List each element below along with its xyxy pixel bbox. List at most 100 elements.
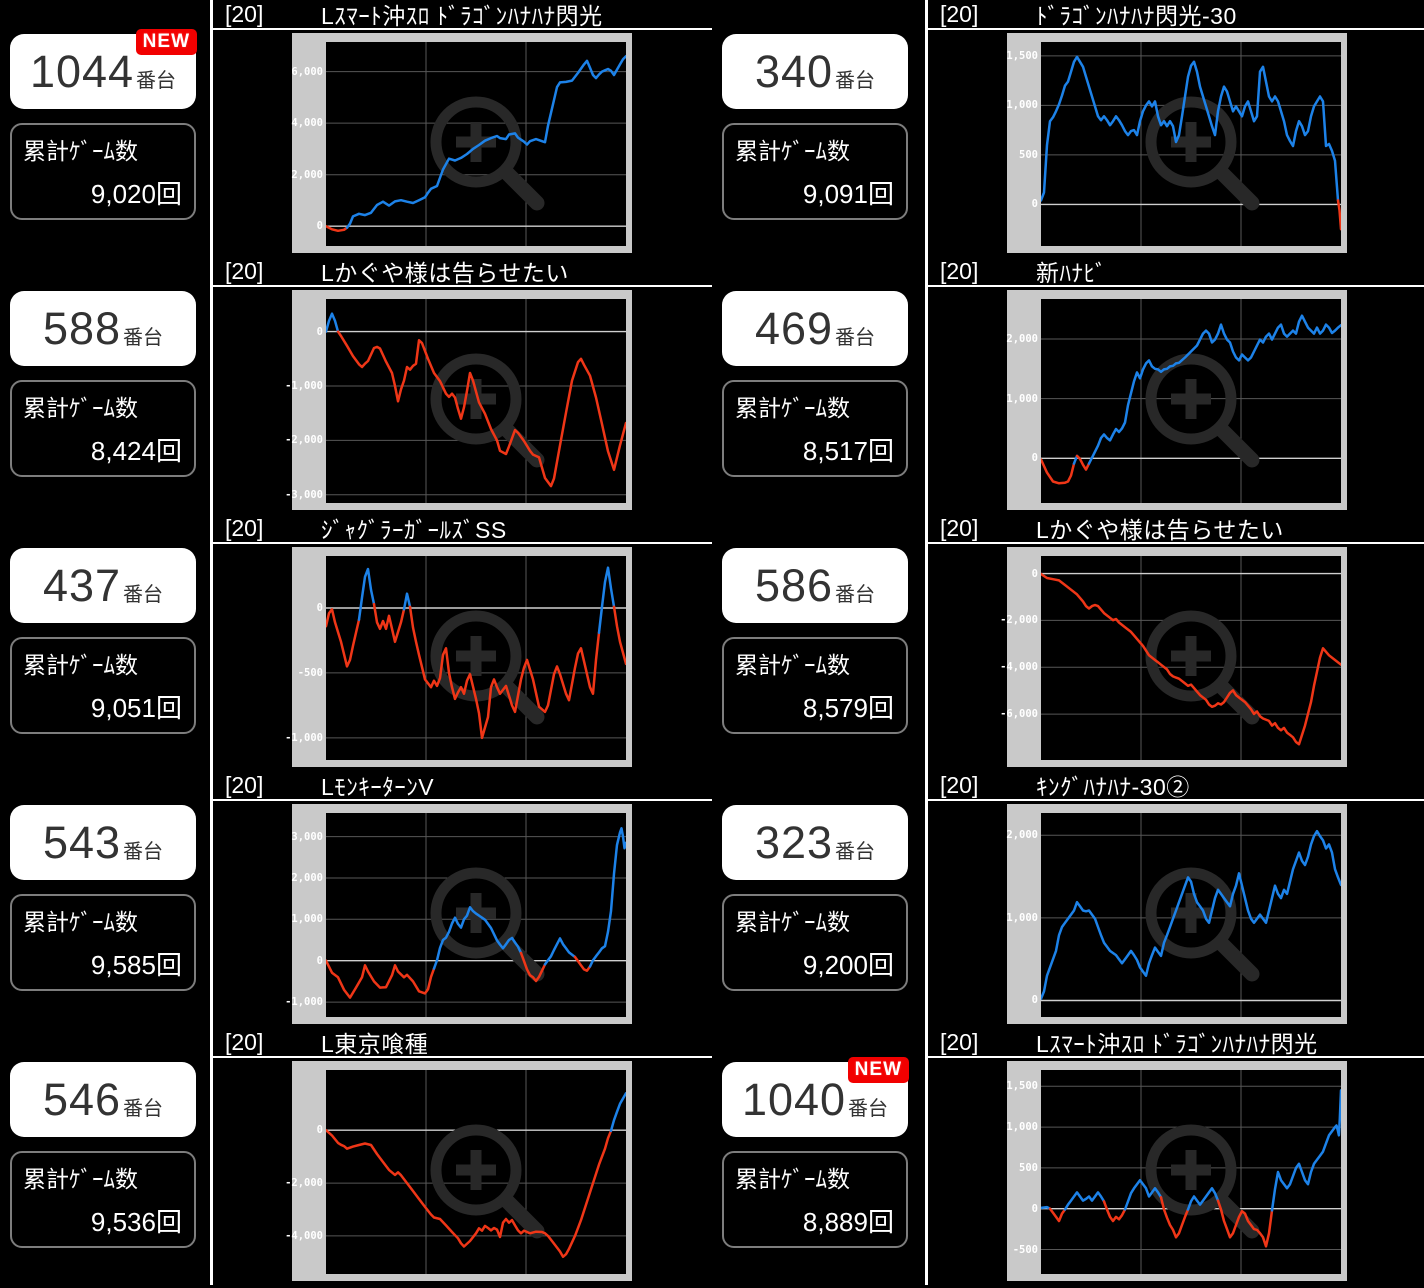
machine-number-suffix: 番台 [136,70,177,92]
machine-info-panel: NEW 543 番台 累計ｹﾞｰﾑ数 9,585回 [0,771,210,1028]
y-axis-tick-label: 2,000 [291,871,323,884]
machine-number-suffix: 番台 [123,584,164,606]
machine-number-card[interactable]: NEW 543 番台 [10,805,196,880]
machine-title: Lｽﾏｰﾄ沖ｽﾛ ﾄﾞﾗｺﾞﾝﾊﾅﾊﾅ閃光 [321,3,603,29]
slump-graph-panel: 1,500 1,000 500 0 -500 [1006,1061,1347,1281]
chart-header: [20] 新ﾊﾅﾋﾞ [928,257,1424,287]
y-axis-tick-label: 4,000 [291,117,323,130]
total-games-unit: 回 [155,1207,182,1237]
y-axis-tick-label: -1,000 [285,380,323,393]
machine-chart-section: [20] ｷﾝｸﾞﾊﾅﾊﾅ-30② 2,000 1,000 0 [925,771,1424,1028]
y-axis-tick-label: 1,500 [1006,49,1038,62]
slump-graph[interactable]: 1,500 1,000 500 0 -500 [928,1061,1424,1288]
y-axis-tick-label: -500 [1012,1243,1038,1256]
machine-number-card[interactable]: NEW 437 番台 [10,548,196,623]
slump-graph[interactable]: 2,000 1,000 0 [928,804,1424,1031]
total-games-card: 累計ｹﾞｰﾑ数 9,200回 [722,894,908,991]
total-games-card: 累計ｹﾞｰﾑ数 9,020回 [10,123,196,220]
y-axis-tick-label: -4,000 [285,1229,323,1242]
machine-number-card[interactable]: NEW 323 番台 [722,805,908,880]
magnifier-watermark-icon [430,353,545,468]
slump-graph-panel: 1,500 1,000 500 0 [1006,33,1347,253]
slump-graph[interactable]: 0 -2,000 -4,000 -6,000 [928,547,1424,774]
total-games-number: 9,051 [90,693,156,723]
y-axis-tick-label: -3,000 [285,488,323,501]
y-axis-tick-label: 0 [1031,567,1038,580]
new-badge: NEW [135,29,197,55]
history-count-label: [20] [940,514,979,541]
machine-number-card[interactable]: NEW 588 番台 [10,291,196,366]
total-games-card: 累計ｹﾞｰﾑ数 9,585回 [10,894,196,991]
magnifier-watermark-icon [1145,96,1260,211]
total-games-value: 8,517回 [803,431,894,468]
machine-number-card[interactable]: NEW 1044 番台 [10,29,197,109]
machine-info-panel: NEW 586 番台 累計ｹﾞｰﾑ数 8,579回 [712,514,925,771]
chart-header: [20] Lかぐや様は告らせたい [928,514,1424,544]
slump-graph-plot [326,1070,626,1274]
magnifier-watermark-icon [1145,867,1260,982]
slump-graph-plot [1041,1070,1341,1274]
slump-chart-svg [1041,813,1341,1017]
slump-graph[interactable]: 1,500 1,000 500 0 [928,33,1424,260]
machine-info-panel: NEW 1044 番台 累計ｹﾞｰﾑ数 9,020回 [0,0,210,257]
history-count-label: [20] [225,257,264,284]
total-games-card: 累計ｹﾞｰﾑ数 9,536回 [10,1151,196,1248]
slump-graph-plot [326,299,626,503]
slump-graph-plot [326,556,626,760]
slump-graph-panel: 0 -500 -1,000 [285,547,632,767]
total-games-label: 累計ｹﾞｰﾑ数 [23,395,138,421]
total-games-label: 累計ｹﾞｰﾑ数 [735,138,850,164]
chart-header: [20] L東京喰種 [213,1028,712,1058]
slump-chart-svg [1041,1070,1341,1274]
y-axis-tick-label: -1,000 [285,731,323,744]
slump-graph-plot [326,42,626,246]
machine-number-card[interactable]: NEW 546 番台 [10,1062,196,1137]
total-games-label: 累計ｹﾞｰﾑ数 [735,1166,850,1192]
slump-graph-panel: 6,000 4,000 2,000 0 [291,33,632,253]
y-axis-tick-label: 3,000 [291,830,323,843]
total-games-label: 累計ｹﾞｰﾑ数 [23,138,138,164]
slump-graph-plot [1041,813,1341,1017]
machine-number-card[interactable]: NEW 1040 番台 [722,1057,909,1137]
machine-chart-section: [20] ﾄﾞﾗｺﾞﾝﾊﾅﾊﾅ閃光-30 1,500 1,000 500 0 [925,0,1424,257]
total-games-value: 9,091回 [803,174,894,211]
y-axis-tick-label: 0 [316,954,323,967]
y-axis-tick-label: -6,000 [1000,708,1038,721]
slump-graph[interactable]: 3,000 2,000 1,000 0 -1,000 [213,804,712,1031]
y-axis-tick-label: -2,000 [285,1177,323,1190]
total-games-value: 9,051回 [91,688,182,725]
total-games-unit: 回 [867,179,894,209]
machine-number-suffix: 番台 [835,327,876,349]
total-games-number: 9,585 [90,950,156,980]
slump-graph[interactable]: 2,000 1,000 0 [928,290,1424,517]
slump-chart-svg [1041,556,1341,760]
machine-info-panel: NEW 1040 番台 累計ｹﾞｰﾑ数 8,889回 [712,1028,925,1285]
chart-header: [20] ｼﾞｬｸﾞﾗｰｶﾞｰﾙｽﾞSS [213,514,712,544]
total-games-number: 8,517 [802,436,868,466]
machine-number-card[interactable]: NEW 469 番台 [722,291,908,366]
total-games-value: 9,536回 [91,1202,182,1239]
machine-number-card[interactable]: NEW 586 番台 [722,548,908,623]
total-games-number: 9,091 [802,179,868,209]
slump-graph[interactable]: 0 -2,000 -4,000 [213,1061,712,1288]
history-count-label: [20] [225,771,264,798]
machine-number-card[interactable]: NEW 340 番台 [722,34,908,109]
slump-graph[interactable]: 0 -1,000 -2,000 -3,000 [213,290,712,517]
total-games-number: 8,579 [802,693,868,723]
slump-graph-plot [326,813,626,1017]
y-axis-tick-label: -500 [297,666,323,679]
total-games-unit: 回 [867,693,894,723]
slump-chart-svg [1041,299,1341,503]
history-count-label: [20] [940,257,979,284]
total-games-label: 累計ｹﾞｰﾑ数 [735,909,850,935]
machine-chart-section: [20] LﾓﾝｷｰﾀｰﾝV 3,000 2,000 1,000 0 -1,000 [210,771,712,1028]
total-games-value: 9,020回 [91,174,182,211]
y-axis-tick-label: 1,000 [291,913,323,926]
y-axis-tick-label: 1,000 [1006,911,1038,924]
y-axis-tick-label: 1,000 [1006,99,1038,112]
slump-graph[interactable]: 6,000 4,000 2,000 0 [213,33,712,260]
slump-graph[interactable]: 0 -500 -1,000 [213,547,712,774]
y-axis-tick-label: 0 [1031,198,1038,211]
magnifier-watermark-icon [430,96,545,211]
slump-chart-svg [326,42,626,246]
